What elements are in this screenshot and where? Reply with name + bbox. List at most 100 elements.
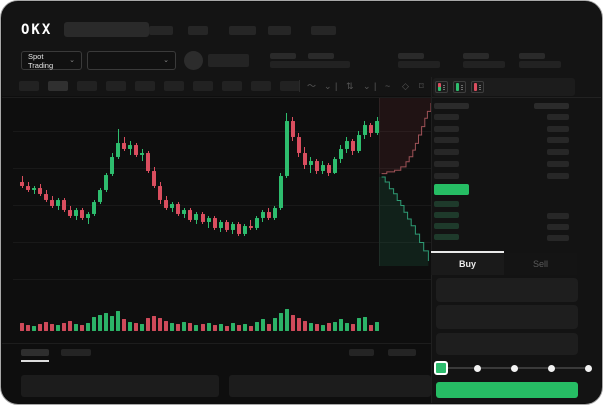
orderbook-asks-view-icon[interactable] [471, 81, 484, 93]
history-panel-placeholder [229, 375, 431, 397]
active-tab-indicator [431, 251, 504, 253]
timeframe-button[interactable] [280, 81, 300, 91]
volume-bar [272, 318, 277, 331]
depth-chart [379, 98, 432, 266]
candle-body [206, 218, 211, 223]
slider-handle[interactable] [434, 361, 448, 375]
ticker-stat-value [308, 61, 350, 68]
slider-step-dot[interactable] [510, 364, 518, 372]
ticker-stat-label [398, 53, 424, 59]
timeframe-button[interactable] [135, 81, 155, 91]
candle-body [272, 208, 277, 219]
nav-item[interactable] [188, 26, 208, 35]
indicators-chevron-icon[interactable]: ⌄ [324, 81, 332, 91]
volume-bar [326, 322, 331, 331]
volume-bar [62, 322, 67, 331]
tab-buy[interactable]: Buy [431, 253, 504, 275]
ask-amount-bar [547, 172, 569, 179]
slider-step-dot[interactable] [473, 364, 481, 372]
nav-item[interactable] [311, 26, 336, 35]
price-input[interactable] [436, 278, 578, 302]
search-input[interactable] [64, 22, 149, 37]
candle-body [236, 224, 241, 234]
ask-price-bar [434, 125, 459, 132]
volume-bar [152, 316, 157, 331]
nav-item[interactable] [268, 26, 291, 35]
candle-body [62, 200, 67, 211]
candle-body [98, 190, 103, 203]
volume-bar [338, 319, 343, 331]
volume-bar [176, 323, 181, 331]
candle-body [26, 186, 31, 191]
slider-step-dot[interactable] [547, 364, 555, 372]
indicators-icon[interactable]: 〜 [307, 81, 317, 91]
chevron-down-icon: ⌄ [69, 57, 75, 64]
volume-bar [74, 323, 79, 331]
market-type-dropdown[interactable]: Spot Trading ⌄ [21, 51, 82, 70]
timeframe-button[interactable] [77, 81, 97, 91]
total-input[interactable] [436, 333, 578, 355]
bottom-tab[interactable] [61, 349, 91, 356]
candle-body [134, 144, 139, 155]
volume-bar [80, 324, 85, 331]
candle-body [302, 152, 307, 165]
slider-step-dot[interactable] [584, 364, 592, 372]
volume-bar [188, 322, 193, 331]
volume-bar [302, 320, 307, 331]
orderbook-amount-header [534, 103, 569, 109]
ask-amount-bar [547, 137, 569, 144]
candle-body [332, 158, 337, 173]
nav-item[interactable] [149, 26, 173, 35]
buy-button[interactable] [436, 382, 578, 398]
gridline [13, 279, 431, 280]
volume-bar [92, 317, 97, 331]
candle-body [344, 140, 349, 149]
nav-item[interactable] [229, 26, 256, 35]
volume-bar [122, 319, 127, 331]
candle-body [350, 140, 355, 151]
timeframe-button[interactable] [19, 81, 39, 91]
ticker-stat-value [398, 61, 440, 68]
bottom-action[interactable] [388, 349, 416, 356]
timeframe-button[interactable] [193, 81, 213, 91]
bottom-tab-active[interactable] [21, 349, 49, 356]
camera-icon[interactable]: ⌑ [419, 81, 424, 91]
candle-body [230, 224, 235, 231]
tab-sell[interactable]: Sell [504, 253, 577, 275]
timeframe-button[interactable] [251, 81, 271, 91]
candle-body [375, 120, 379, 133]
volume-bar [266, 323, 271, 331]
pair-dropdown[interactable]: ⌄ [87, 51, 176, 70]
draw-icon[interactable]: ◇ [402, 81, 409, 91]
candle-body [176, 204, 181, 215]
ticker-stat-label [270, 53, 296, 59]
candle-body [56, 200, 61, 207]
ask-price-bar [434, 160, 459, 167]
bottom-tab-underline [21, 360, 49, 362]
candle-wick [310, 156, 312, 173]
volume-bar [116, 311, 121, 331]
volume-bar [20, 322, 24, 331]
timeframe-button[interactable] [48, 81, 68, 91]
amount-input[interactable] [436, 305, 578, 329]
candle-body [110, 156, 115, 175]
line-style-icon[interactable]: ~ [385, 81, 391, 91]
ticker-stat-value [463, 61, 505, 68]
candle-body [140, 152, 145, 155]
candle-body [152, 170, 157, 187]
bid-price-bar [434, 201, 459, 207]
candle-body [266, 212, 271, 219]
ask-price-bar [434, 149, 459, 156]
compare-icon[interactable]: ⇅ [346, 81, 354, 91]
compare-chevron-icon[interactable]: ⌄ [363, 81, 371, 91]
candle-body [314, 160, 319, 171]
orderbook-bids-view-icon[interactable] [453, 81, 466, 93]
orderbook-combined-view-icon[interactable] [435, 81, 448, 93]
bottom-action[interactable] [349, 349, 374, 356]
timeframe-button[interactable] [106, 81, 126, 91]
ask-amount-bar [547, 149, 569, 156]
volume-bar [182, 321, 187, 331]
timeframe-button[interactable] [222, 81, 242, 91]
timeframe-button[interactable] [164, 81, 184, 91]
